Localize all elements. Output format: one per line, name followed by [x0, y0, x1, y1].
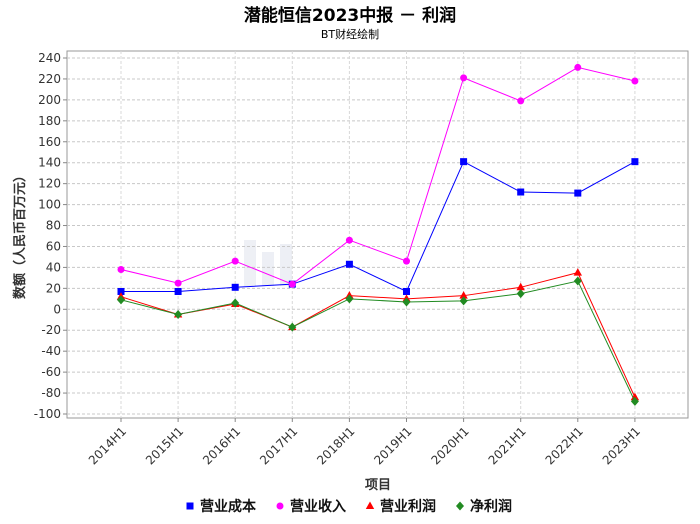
- y-tick-label: -40: [41, 344, 61, 358]
- legend-marker: [365, 501, 375, 509]
- y-tick-label: 100: [38, 198, 61, 212]
- legend-marker: [276, 502, 284, 510]
- legend-label: 营业成本: [200, 498, 257, 515]
- data-point: [517, 97, 525, 105]
- data-point: [630, 396, 639, 406]
- series-group: [116, 63, 640, 406]
- data-point: [231, 257, 239, 265]
- data-point: [174, 287, 182, 295]
- legend-label: 营业收入: [290, 498, 346, 515]
- data-point: [459, 291, 468, 299]
- data-point: [574, 189, 582, 197]
- data-point: [573, 268, 582, 276]
- data-point: [460, 158, 468, 166]
- chart-title: 潜能恒信2023中报 － 利润: [244, 5, 456, 26]
- data-point: [460, 74, 468, 82]
- data-point: [516, 289, 525, 299]
- x-axis-label: 项目: [365, 478, 391, 493]
- y-tick-label: 120: [38, 177, 61, 191]
- watermark: [244, 240, 292, 286]
- y-tick-label: -20: [41, 323, 61, 337]
- y-tick-label: 60: [46, 239, 61, 253]
- data-point: [117, 295, 125, 305]
- x-tick-label: 2016H1: [200, 424, 243, 467]
- y-tick-label: 220: [38, 72, 61, 86]
- x-tick-label: 2015H1: [143, 424, 186, 467]
- data-point: [174, 310, 183, 320]
- data-point: [345, 236, 353, 244]
- data-point: [631, 158, 639, 166]
- y-tick-label: -80: [41, 386, 61, 400]
- data-point: [117, 266, 125, 274]
- data-point: [174, 279, 182, 287]
- series-2: [117, 63, 639, 288]
- data-point: [288, 280, 296, 288]
- legend-item: 营业成本: [186, 498, 257, 515]
- x-axis-ticks: 2014H1 2015H1 2016H1 2017H1 2018H1 2019H1 2020…: [86, 418, 643, 467]
- watermark-bar-1: [244, 240, 256, 286]
- chart-subtitle: BT财经绘制: [321, 27, 379, 41]
- x-tick-label: 2023H1: [600, 424, 643, 467]
- series-line: [121, 160, 636, 293]
- data-point: [459, 296, 468, 306]
- grid: [67, 51, 688, 418]
- data-point: [517, 188, 525, 196]
- legend-label: 净利润: [470, 498, 512, 515]
- y-tick-label: 0: [53, 302, 61, 316]
- y-tick-label: 240: [38, 51, 61, 65]
- series-line: [120, 280, 636, 402]
- x-tick-label: 2019H1: [371, 424, 414, 467]
- y-axis-label: 数额（人民币百万元）: [12, 169, 28, 299]
- x-tick-label: 2022H1: [543, 424, 586, 467]
- series-4: [117, 276, 639, 406]
- legend-item: 营业收入: [276, 498, 346, 515]
- data-point: [630, 392, 640, 401]
- data-point: [231, 298, 240, 308]
- y-tick-label: 180: [38, 114, 61, 128]
- x-tick-label: 2021H1: [486, 424, 529, 467]
- legend: 营业成本 营业收入 营业利润 净利润: [186, 498, 512, 515]
- data-point: [403, 257, 410, 265]
- x-tick-label: 2020H1: [428, 424, 471, 467]
- series-line: [120, 272, 636, 398]
- legend-item: 净利润: [456, 498, 512, 515]
- y-tick-label: 200: [38, 93, 61, 107]
- data-point: [574, 63, 582, 71]
- series-line: [120, 66, 636, 285]
- x-tick-label: 2017H1: [257, 424, 300, 467]
- watermark-bar-3: [280, 244, 292, 286]
- data-point: [345, 294, 354, 304]
- y-tick-label: -60: [41, 365, 61, 379]
- y-tick-label: 160: [38, 135, 61, 149]
- legend-marker: [186, 502, 194, 510]
- y-axis-ticks: -100 -80 -60 -40 -20 0 20 40 60 80 100 120 140 160 180…: [34, 51, 67, 421]
- data-point: [231, 283, 239, 291]
- data-point: [516, 282, 525, 291]
- data-point: [288, 322, 297, 332]
- watermark-bar-2: [262, 252, 274, 286]
- data-point: [403, 287, 410, 295]
- y-tick-label: -100: [34, 407, 61, 421]
- legend-marker: [456, 501, 464, 511]
- series-1: [117, 158, 639, 295]
- legend-label: 营业利润: [380, 498, 436, 515]
- y-tick-label: 40: [46, 260, 61, 274]
- data-point: [117, 287, 125, 295]
- data-point: [631, 77, 639, 85]
- y-tick-label: 20: [46, 281, 61, 295]
- legend-item: 营业利润: [365, 498, 436, 515]
- x-tick-label: 2014H1: [86, 424, 129, 467]
- y-tick-label: 140: [38, 156, 61, 170]
- data-point: [573, 276, 582, 286]
- data-point: [345, 260, 353, 268]
- x-tick-label: 2018H1: [314, 424, 357, 467]
- data-point: [402, 297, 411, 307]
- y-tick-label: 80: [46, 219, 61, 233]
- plot-frame: [66, 50, 689, 419]
